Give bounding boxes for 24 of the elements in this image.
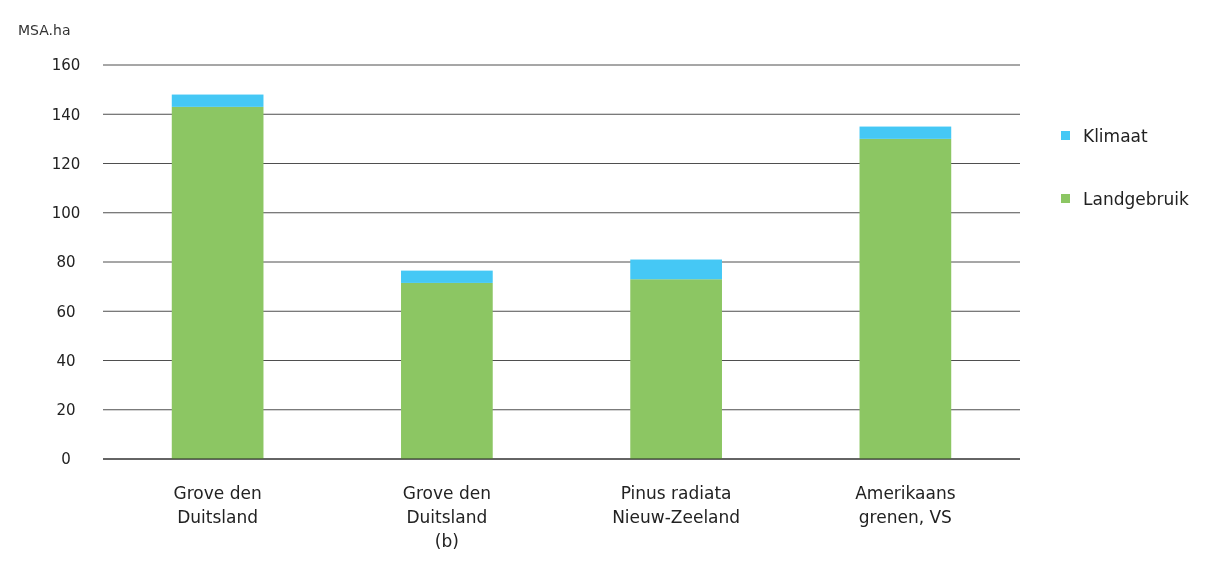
y-tick-label: 0 bbox=[61, 450, 71, 469]
bar bbox=[859, 126, 952, 139]
x-tick-label: Grove den Duitsland bbox=[173, 483, 262, 527]
bar bbox=[630, 259, 722, 280]
y-tick-label: 120 bbox=[51, 154, 81, 173]
y-tick-label: 40 bbox=[56, 351, 76, 370]
x-tick-label: Amerikaans grenen, VS bbox=[855, 483, 956, 527]
bar bbox=[401, 282, 493, 459]
y-tick-label: 140 bbox=[51, 105, 81, 124]
y-tick-label: 60 bbox=[56, 302, 76, 321]
legend-label: Landgebruik bbox=[1083, 188, 1189, 209]
y-tick-label: 160 bbox=[51, 56, 81, 75]
bar bbox=[171, 94, 264, 107]
bar bbox=[859, 138, 952, 459]
y-tick-label: 20 bbox=[56, 401, 76, 419]
x-tick-label: Grove den Duitsland (b) bbox=[402, 483, 491, 551]
y-tick-label: 80 bbox=[56, 253, 76, 272]
x-tick-label: Pinus radiata Nieuw-Zeeland bbox=[612, 483, 741, 527]
y-axis-title: MSA.ha bbox=[18, 22, 71, 38]
y-tick-label: 100 bbox=[51, 204, 81, 222]
legend-label: Klimaat bbox=[1083, 125, 1148, 146]
bar bbox=[171, 106, 264, 459]
bar bbox=[401, 270, 493, 283]
bar bbox=[630, 279, 722, 459]
